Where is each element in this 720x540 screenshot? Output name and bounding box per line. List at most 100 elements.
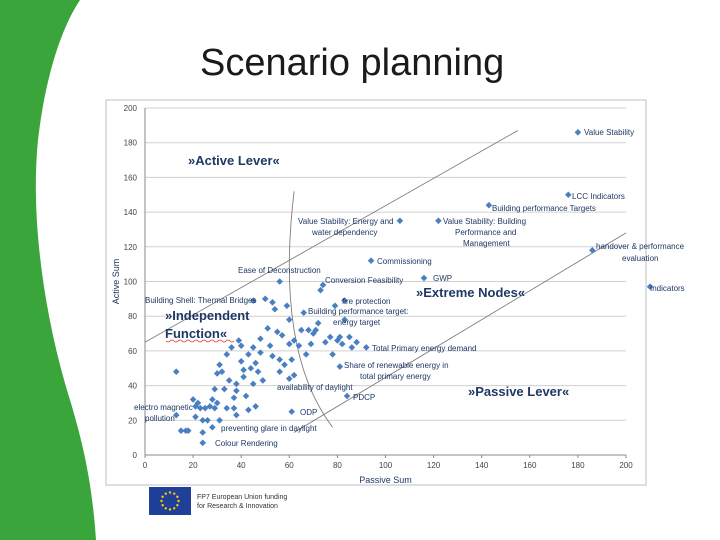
y-tick-label: 60 bbox=[128, 347, 137, 356]
data-point bbox=[194, 399, 202, 407]
data-point bbox=[312, 326, 320, 334]
labeled-data-point bbox=[435, 217, 442, 225]
eu-star-icon bbox=[177, 499, 180, 503]
point-label: Management bbox=[463, 239, 510, 248]
data-point bbox=[204, 417, 211, 424]
data-point bbox=[254, 368, 262, 376]
point-label: Indicators bbox=[650, 284, 685, 293]
data-point bbox=[300, 309, 308, 317]
data-point bbox=[247, 364, 255, 372]
data-point bbox=[228, 344, 235, 351]
data-point bbox=[276, 356, 283, 363]
data-point bbox=[221, 385, 228, 393]
point-label: Ease of Deconstruction bbox=[238, 266, 321, 275]
data-point bbox=[283, 302, 291, 310]
point-label: Building performance target: bbox=[308, 307, 409, 316]
data-point bbox=[290, 337, 298, 344]
y-tick-label: 40 bbox=[128, 382, 137, 391]
data-point bbox=[216, 417, 223, 424]
point-label: handover & performance bbox=[596, 242, 685, 251]
data-point bbox=[322, 338, 329, 346]
data-point bbox=[346, 333, 353, 341]
eu-star-icon bbox=[176, 504, 179, 507]
eu-star-icon bbox=[168, 508, 172, 511]
chart-frame bbox=[105, 99, 647, 486]
data-point bbox=[264, 325, 271, 332]
eu-star-icon bbox=[168, 491, 172, 494]
region-label: Function« bbox=[165, 326, 227, 341]
labeled-data-point bbox=[420, 274, 428, 282]
data-point bbox=[245, 351, 252, 358]
data-point bbox=[288, 356, 296, 363]
x-tick-label: 60 bbox=[285, 461, 294, 470]
data-point bbox=[240, 373, 247, 381]
labeled-data-point bbox=[288, 408, 296, 415]
eu-star-icon bbox=[161, 495, 164, 498]
data-point bbox=[225, 377, 233, 384]
labeled-data-point bbox=[319, 281, 327, 289]
region-label: »Passive Lever« bbox=[468, 384, 569, 399]
point-label: PDCP bbox=[353, 393, 375, 402]
data-point bbox=[172, 368, 180, 376]
boundary-line bbox=[144, 130, 518, 343]
x-tick-label: 20 bbox=[189, 461, 198, 470]
data-point bbox=[329, 351, 336, 358]
slide-title: Scenario planning bbox=[200, 42, 505, 84]
point-label: Building performance Targets bbox=[492, 204, 596, 213]
data-point bbox=[199, 417, 207, 424]
data-point bbox=[334, 337, 341, 344]
region-labels-layer: »Active Lever« »Independent Function« »Extr… bbox=[165, 153, 569, 399]
labeled-data-point bbox=[574, 128, 582, 136]
data-point bbox=[233, 387, 240, 395]
data-point bbox=[336, 333, 344, 341]
data-point bbox=[223, 404, 231, 412]
point-label: Building Shell: Thermal Bridges bbox=[145, 296, 256, 305]
eu-star-icon bbox=[173, 507, 176, 510]
data-point bbox=[290, 371, 298, 379]
labeled-data-point bbox=[276, 278, 283, 285]
labeled-data-point bbox=[199, 439, 207, 447]
y-tick-label: 100 bbox=[124, 278, 138, 287]
data-point bbox=[305, 326, 312, 334]
funding-line-2: for Research & Innovation bbox=[197, 503, 278, 510]
data-point bbox=[213, 399, 221, 407]
data-point bbox=[249, 344, 257, 351]
eu-star-icon bbox=[160, 499, 163, 503]
boundary-line bbox=[293, 232, 627, 433]
data-point bbox=[242, 392, 250, 400]
y-tick-label: 200 bbox=[124, 104, 138, 113]
data-point bbox=[307, 340, 315, 348]
labeled-data-point bbox=[367, 257, 375, 264]
eu-star-icon bbox=[176, 495, 179, 498]
data-point bbox=[295, 342, 303, 349]
x-tick-label: 180 bbox=[571, 461, 585, 470]
point-label: LCC Indicators bbox=[572, 192, 625, 201]
data-point bbox=[213, 370, 221, 377]
labeled-data-point bbox=[646, 283, 654, 291]
point-label: Value Stability: Energy and bbox=[298, 217, 393, 226]
x-axis-title: Passive Sum bbox=[359, 475, 412, 485]
data-point bbox=[235, 337, 243, 344]
data-point bbox=[237, 342, 245, 349]
point-label: Total Primary energy demand bbox=[372, 344, 477, 353]
point-label: Value Stability: Building bbox=[443, 217, 526, 226]
data-point bbox=[281, 361, 288, 369]
region-label: »Independent bbox=[165, 308, 250, 323]
labeled-data-point bbox=[564, 191, 572, 199]
point-label: Share of renewable energy in bbox=[344, 361, 449, 370]
point-label: total primary energy bbox=[360, 372, 431, 381]
data-point bbox=[271, 305, 279, 313]
point-label: Commissioning bbox=[377, 257, 432, 266]
data-point bbox=[259, 377, 267, 384]
labeled-data-point bbox=[341, 316, 348, 323]
x-tick-label: 80 bbox=[333, 461, 342, 470]
labeled-data-point bbox=[172, 411, 180, 419]
point-label: electro magnetic bbox=[134, 403, 193, 412]
data-point bbox=[266, 342, 274, 349]
x-tick-label: 140 bbox=[475, 461, 489, 470]
data-point bbox=[240, 366, 247, 374]
labeled-data-point bbox=[341, 297, 348, 304]
y-axis-title: Active Sum bbox=[111, 259, 121, 305]
data-point bbox=[269, 299, 276, 306]
